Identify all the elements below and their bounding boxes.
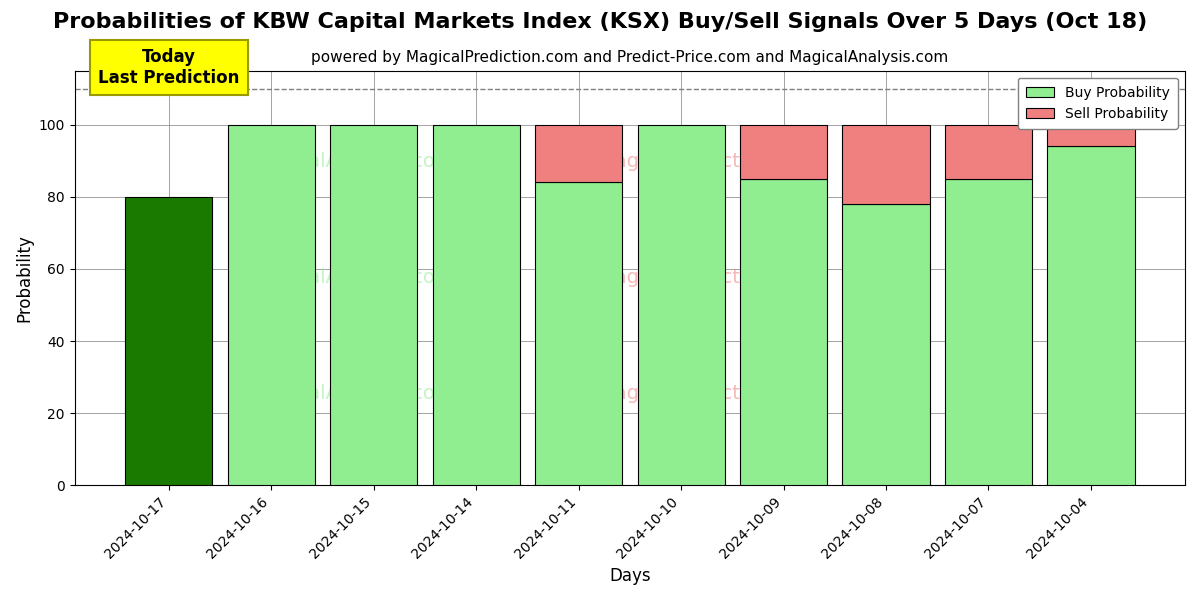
Bar xyxy=(1048,146,1134,485)
Bar xyxy=(535,125,622,182)
Legend: Buy Probability, Sell Probability: Buy Probability, Sell Probability xyxy=(1018,77,1178,129)
Title: powered by MagicalPrediction.com and Predict-Price.com and MagicalAnalysis.com: powered by MagicalPrediction.com and Pre… xyxy=(311,50,948,65)
Text: MagicalAnalysis.com: MagicalAnalysis.com xyxy=(251,152,454,172)
X-axis label: Days: Days xyxy=(610,567,650,585)
Bar xyxy=(944,125,1032,179)
Bar xyxy=(740,125,827,179)
Text: MagicalPrediction.com: MagicalPrediction.com xyxy=(598,152,817,172)
Text: Probabilities of KBW Capital Markets Index (KSX) Buy/Sell Signals Over 5 Days (O: Probabilities of KBW Capital Markets Ind… xyxy=(53,12,1147,32)
Bar xyxy=(1048,125,1134,146)
Text: Today
Last Prediction: Today Last Prediction xyxy=(98,48,239,87)
Bar xyxy=(842,125,930,204)
Bar xyxy=(125,197,212,485)
Bar xyxy=(944,179,1032,485)
Bar xyxy=(330,125,418,485)
Bar xyxy=(842,204,930,485)
Text: MagicalAnalysis.com: MagicalAnalysis.com xyxy=(251,385,454,403)
Bar xyxy=(535,182,622,485)
Y-axis label: Probability: Probability xyxy=(16,234,34,322)
Bar xyxy=(228,125,314,485)
Text: MagicalPrediction.com: MagicalPrediction.com xyxy=(598,268,817,287)
Text: MagicalPrediction.com: MagicalPrediction.com xyxy=(598,385,817,403)
Text: MagicalAnalysis.com: MagicalAnalysis.com xyxy=(251,268,454,287)
Bar xyxy=(740,179,827,485)
Bar xyxy=(432,125,520,485)
Bar xyxy=(637,125,725,485)
